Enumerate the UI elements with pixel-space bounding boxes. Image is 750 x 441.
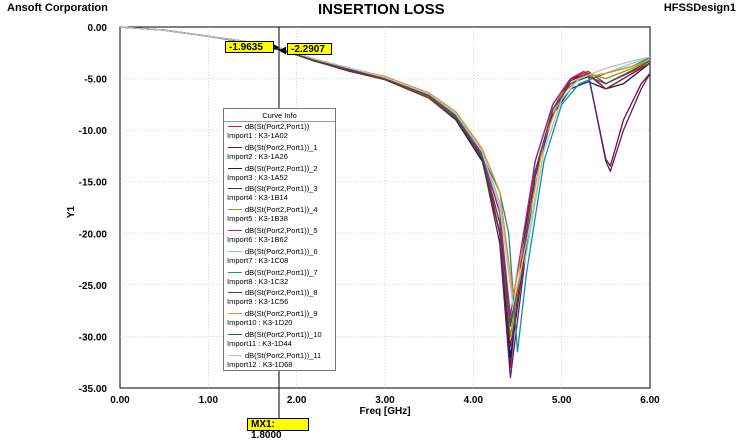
- company-label: Ansoft Corporation: [7, 2, 108, 14]
- legend-swatch: [228, 313, 242, 315]
- legend-item[interactable]: dB(St(Port2,Port1)) Import1 : K3-1A02: [224, 122, 335, 143]
- y-axis-label: Y1: [66, 205, 77, 218]
- legend-series-name: dB(St(Port2,Port1))_4: [245, 205, 318, 215]
- legend-import-source: Import10 : K3-1D20: [227, 318, 293, 328]
- legend-import-source: Import4 : K3-1B14: [227, 193, 288, 203]
- y-tick-label: -35.00: [79, 384, 108, 395]
- marker-pointer-2: [279, 46, 286, 55]
- legend-import-source: Import9 : K3-1C56: [227, 297, 289, 307]
- legend-items: dB(St(Port2,Port1)) Import1 : K3-1A02 dB(S…: [224, 122, 335, 372]
- legend-series-name: dB(St(Port2,Port1))_9: [245, 309, 318, 319]
- legend-swatch: [228, 167, 242, 169]
- marker-x-label[interactable]: MX1: 1.8000: [247, 418, 309, 441]
- legend-item[interactable]: dB(St(Port2,Port1))_10 Import11 : K3-1D44: [224, 330, 335, 351]
- legend-item[interactable]: dB(St(Port2,Port1))_11 Import12 : K3-1D68: [224, 351, 335, 372]
- y-tick-label: -5.00: [84, 75, 107, 86]
- legend-item[interactable]: dB(St(Port2,Port1))_7 Import8 : K3-1C32: [224, 268, 335, 289]
- legend-import-source: Import11 : K3-1D44: [227, 338, 292, 348]
- legend-item[interactable]: dB(St(Port2,Port1))_4 Import5 : K3-1B38: [224, 205, 335, 226]
- chart-title: INSERTION LOSS: [318, 1, 445, 18]
- y-tick-label: -30.00: [79, 332, 108, 343]
- marker-value-2[interactable]: -2.2907: [287, 43, 332, 55]
- legend-import-source: Import6 : K3-1B62: [227, 234, 288, 244]
- legend-swatch: [228, 229, 242, 231]
- legend-swatch: [228, 146, 242, 148]
- x-tick-label: 4.00: [464, 395, 484, 406]
- legend-import-source: Import5 : K3-1B38: [227, 214, 288, 224]
- x-tick-label: 1.00: [199, 395, 219, 406]
- legend-series-name: dB(St(Port2,Port1))_11: [245, 350, 322, 360]
- x-tick-label: 5.00: [552, 395, 572, 406]
- legend-import-source: Import12 : K3-1D68: [227, 359, 293, 369]
- legend-swatch: [228, 126, 242, 127]
- legend-item[interactable]: dB(St(Port2,Port1))_2 Import3 : K3-1A52: [224, 164, 335, 185]
- legend-swatch: [228, 188, 242, 190]
- legend-swatch: [228, 250, 242, 252]
- legend-series-name: dB(St(Port2,Port1)): [245, 122, 310, 131]
- legend-series-name: dB(St(Port2,Port1))_6: [245, 246, 318, 256]
- x-tick-label: 3.00: [375, 395, 395, 406]
- y-tick-label: -20.00: [79, 229, 108, 240]
- legend-series-name: dB(St(Port2,Port1))_5: [245, 225, 318, 235]
- legend-import-source: Import2 : K3-1A26: [227, 151, 288, 161]
- legend-series-name: dB(St(Port2,Port1))_10: [245, 329, 322, 339]
- legend-swatch: [228, 209, 242, 211]
- legend-swatch: [228, 354, 242, 356]
- legend-import-source: Import3 : K3-1A52: [227, 172, 288, 182]
- legend-swatch: [228, 333, 242, 335]
- legend-series-name: dB(St(Port2,Port1))_7: [245, 267, 318, 277]
- legend-series-name: dB(St(Port2,Port1))_8: [245, 288, 318, 298]
- legend-series-name: dB(St(Port2,Port1))_1: [245, 142, 318, 152]
- x-tick-label: 2.00: [287, 395, 307, 406]
- legend-item[interactable]: dB(St(Port2,Port1))_5 Import6 : K3-1B62: [224, 226, 335, 247]
- x-tick-label: 6.00: [640, 395, 660, 406]
- legend-import-source: Import7 : K3-1C08: [227, 255, 289, 265]
- marker-value-1[interactable]: -1.9635: [225, 41, 274, 53]
- y-tick-label: -15.00: [79, 178, 108, 189]
- y-tick-label: -25.00: [79, 281, 108, 292]
- chart-plot: 0.00 1.00 2.00 3.00 4.00 5.00 6.00 0.00 -5.00 -10…: [66, 23, 661, 418]
- legend-series-name: dB(St(Port2,Port1))_2: [245, 163, 318, 173]
- y-tick-label: -10.00: [79, 126, 108, 137]
- legend-import-source: Import8 : K3-1C32: [227, 276, 289, 286]
- legend-item[interactable]: dB(St(Port2,Port1))_6 Import7 : K3-1C08: [224, 247, 335, 268]
- legend-item[interactable]: dB(St(Port2,Port1))_1 Import2 : K3-1A26: [224, 143, 335, 164]
- legend-swatch: [228, 271, 242, 273]
- legend-item[interactable]: dB(St(Port2,Port1))_8 Import9 : K3-1C56: [224, 288, 335, 309]
- design-name-label: HFSSDesign1: [663, 2, 736, 14]
- x-tick-label: 0.00: [110, 395, 130, 406]
- legend-series-name: dB(St(Port2,Port1))_3: [245, 184, 318, 194]
- legend-item[interactable]: dB(St(Port2,Port1))_3 Import4 : K3-1B14: [224, 184, 335, 205]
- legend-swatch: [228, 292, 242, 294]
- legend-item[interactable]: dB(St(Port2,Port1))_9 Import10 : K3-1D20: [224, 309, 335, 330]
- legend-title: Curve Info: [224, 109, 335, 122]
- legend[interactable]: Curve Info dB(St(Port2,Port1)) Import1 : …: [223, 108, 336, 371]
- legend-import-source: Import1 : K3-1A02: [227, 131, 288, 140]
- y-tick-label: 0.00: [88, 23, 108, 34]
- x-axis-label: Freq [GHz]: [359, 406, 410, 417]
- tick-layer: 0.00 1.00 2.00 3.00 4.00 5.00 6.00 0.00 -5.00 -10…: [79, 23, 661, 406]
